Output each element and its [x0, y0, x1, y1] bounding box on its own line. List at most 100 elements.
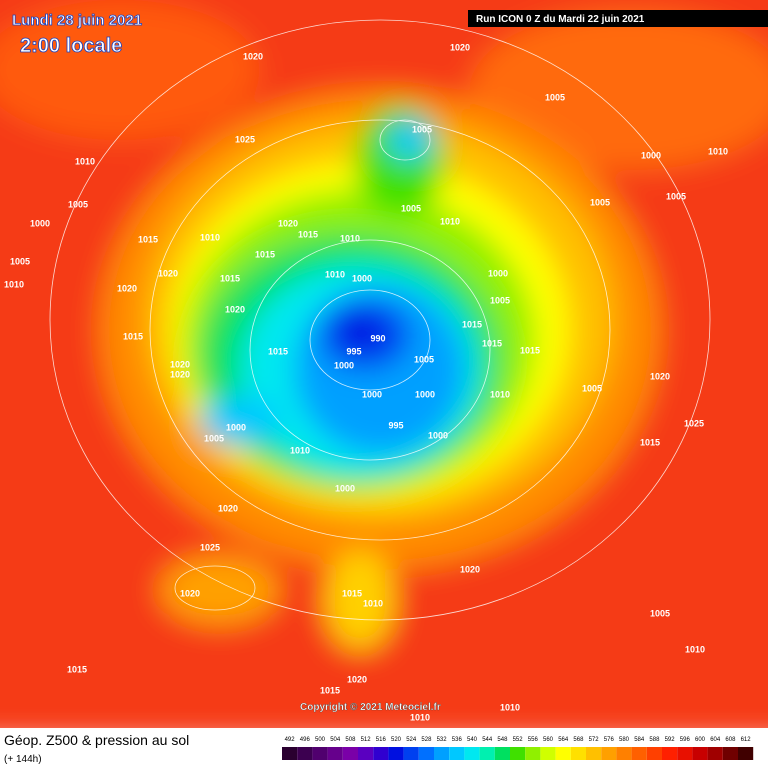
legend-value: 496 [300, 737, 311, 743]
pressure-label: 1005 [490, 295, 510, 305]
legend-value: 516 [376, 737, 387, 743]
legend-value: 504 [330, 737, 341, 743]
pressure-label: 1015 [123, 331, 143, 341]
pressure-label: 1020 [117, 283, 137, 293]
legend-swatch [586, 747, 602, 760]
pressure-label: 1010 [410, 712, 430, 722]
legend-swatch [722, 747, 738, 760]
pressure-label: 1015 [520, 345, 540, 355]
legend-swatch [464, 747, 480, 760]
pressure-label: 1000 [352, 273, 372, 283]
pressure-label: 1000 [334, 360, 354, 370]
legend-swatch [297, 747, 313, 760]
pressure-label: 1010 [500, 702, 520, 712]
legend-value: 592 [665, 737, 676, 743]
legend-swatch [646, 747, 662, 760]
pressure-label: 1020 [243, 51, 263, 61]
pressure-label: 1010 [340, 233, 360, 243]
pressure-label: 1005 [414, 354, 434, 364]
geopotential-field [0, 0, 768, 740]
pressure-label: 1010 [490, 389, 510, 399]
legend-value: 564 [558, 737, 569, 743]
pressure-label: 1005 [401, 203, 421, 213]
legend-value: 548 [497, 737, 508, 743]
pressure-label: 1015 [482, 338, 502, 348]
pressure-label: 1005 [666, 191, 686, 201]
legend-swatch [616, 747, 632, 760]
pressure-label: 1005 [582, 383, 602, 393]
pressure-label: 1000 [362, 389, 382, 399]
pressure-label: 1000 [415, 389, 435, 399]
pressure-label: 1005 [204, 433, 224, 443]
legend-value: 568 [573, 737, 584, 743]
legend-swatch [418, 747, 434, 760]
run-info: Run ICON 0 Z du Mardi 22 juin 2021 [476, 14, 645, 25]
legend-swatch [525, 747, 541, 760]
pressure-label: 1015 [298, 229, 318, 239]
legend-swatch [342, 747, 358, 760]
color-legend: 492 496 500 504 508 512 516 520 524 528 532 536 540 5… [282, 737, 754, 760]
pressure-label: 1020 [225, 304, 245, 314]
pressure-label: 1000 [30, 218, 50, 228]
legend-swatch [570, 747, 586, 760]
pressure-label: 1015 [220, 273, 240, 283]
legend-value: 536 [452, 737, 463, 743]
legend-swatch [601, 747, 617, 760]
legend-swatch [677, 747, 693, 760]
pressure-label: 1015 [320, 685, 340, 695]
legend-value: 556 [528, 737, 539, 743]
pressure-label: 1020 [180, 588, 200, 598]
legend-swatch [494, 747, 510, 760]
pressure-label: 1015 [462, 319, 482, 329]
legend-swatch [403, 747, 419, 760]
legend-value: 524 [406, 737, 417, 743]
legend-value: 544 [482, 737, 493, 743]
pressure-label: 1005 [68, 199, 88, 209]
footer-subtitle: (+ 144h) [4, 754, 42, 765]
footer-title: Géop. Z500 & pression au sol [4, 732, 189, 748]
legend-value: 588 [649, 737, 660, 743]
pressure-label: 1000 [488, 268, 508, 278]
legend-value: 608 [725, 737, 736, 743]
pressure-label: 1010 [685, 644, 705, 654]
isobars [49, 19, 711, 621]
pressure-label: 995 [388, 420, 403, 430]
legend-value: 528 [421, 737, 432, 743]
pressure-label: 1010 [4, 279, 24, 289]
pressure-label: 1020 [278, 218, 298, 228]
legend-swatch [692, 747, 708, 760]
legend-value: 512 [361, 737, 372, 743]
legend-value: 576 [604, 737, 615, 743]
pressure-label: 990 [370, 333, 385, 343]
legend-value: 612 [741, 737, 752, 743]
pressure-label: 1010 [363, 598, 383, 608]
pressure-label: 1020 [450, 42, 470, 52]
pressure-label: 1005 [10, 256, 30, 266]
pressure-label: 1020 [460, 564, 480, 574]
pressure-label: 1020 [158, 268, 178, 278]
legend-value: 520 [391, 737, 402, 743]
pressure-label: 1015 [67, 664, 87, 674]
run-box [468, 10, 768, 27]
legend-swatch [373, 747, 389, 760]
legend-swatch [358, 747, 374, 760]
legend-swatch [282, 747, 298, 760]
legend-value: 532 [437, 737, 448, 743]
pressure-label: 1010 [75, 156, 95, 166]
pressure-label: 1015 [255, 249, 275, 259]
local-time: 2:00 locale [20, 35, 122, 57]
pressure-label: 1015 [138, 234, 158, 244]
pressure-label: 1005 [650, 608, 670, 618]
pressure-label: 1020 [170, 359, 190, 369]
pressure-label: 1000 [641, 150, 661, 160]
legend-value: 604 [710, 737, 721, 743]
pressure-label: 1005 [412, 124, 432, 134]
pressure-label: 1015 [268, 346, 288, 356]
pressure-label: 1025 [684, 418, 704, 428]
legend-swatch [662, 747, 678, 760]
legend-swatch [540, 747, 556, 760]
pressure-label: 1010 [325, 269, 345, 279]
pressure-label: 1020 [170, 369, 190, 379]
legend-value: 580 [619, 737, 630, 743]
